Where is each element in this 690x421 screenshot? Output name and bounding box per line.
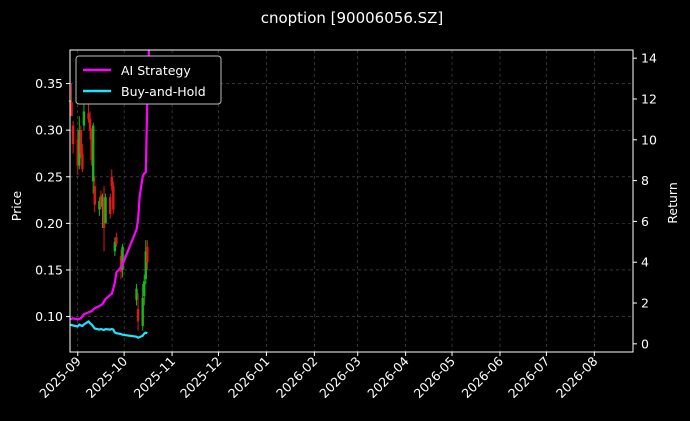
candle-body: [90, 130, 93, 160]
candle-body: [113, 242, 117, 252]
legend: AI Strategy Buy-and-Hold: [75, 55, 222, 105]
y-right-tick-label: 6: [641, 214, 649, 229]
legend-label-buy-and-hold: Buy-and-Hold: [121, 84, 206, 99]
y-left-tick-label: 0.30: [35, 123, 63, 138]
series-line-buy-and-hold: [70, 320, 148, 339]
candle-body: [136, 309, 140, 322]
candle-body: [101, 197, 104, 207]
y-right-tick-label: 2: [641, 296, 649, 311]
candle-body: [143, 281, 146, 297]
candle-body: [99, 195, 103, 207]
candle-body: [98, 201, 101, 210]
legend-label-ai-strategy: AI Strategy: [121, 63, 191, 78]
y-axis-right-label: Return: [665, 182, 680, 223]
candle-body: [87, 113, 90, 119]
candle-body: [78, 130, 81, 166]
candle-body: [79, 130, 83, 154]
y-left-tick-label: 0.20: [35, 216, 63, 231]
chart-title: cnoption [90006056.SZ]: [261, 9, 444, 27]
y-right-tick-label: 0: [641, 336, 649, 351]
y-axis-left-label: Price: [9, 190, 24, 221]
y-left-tick-label: 0.35: [35, 76, 63, 91]
y-right-tick-label: 4: [641, 255, 649, 270]
legend-box: [75, 55, 222, 105]
candle-body: [119, 255, 123, 272]
y-left-tick-label: 0.15: [35, 262, 63, 277]
grid: [70, 50, 633, 352]
candle-body: [92, 125, 95, 182]
y-axis-left-ticks: 0.10 0.15 0.20 0.25 0.30 0.35: [35, 76, 70, 324]
candle-body: [110, 176, 113, 187]
candle-body: [70, 102, 73, 117]
candlesticks: [68, 83, 149, 331]
y-right-tick-label: 14: [641, 51, 657, 66]
plot-frame: [69, 49, 634, 353]
candle-body: [112, 186, 115, 210]
candle-body: [102, 197, 106, 229]
candle-body: [146, 246, 149, 263]
candle-body: [109, 197, 112, 215]
candle-body: [82, 111, 86, 126]
y-left-tick-label: 0.10: [35, 309, 63, 324]
y-axis-right-ticks: 0 2 4 6 8 10 12 14: [633, 51, 657, 351]
candle-body: [93, 186, 96, 205]
candle-body: [76, 139, 79, 166]
candle-body: [121, 246, 124, 270]
return-lines: [70, 50, 150, 339]
y-right-tick-label: 12: [641, 91, 657, 106]
candle-body: [88, 118, 92, 131]
y-right-tick-label: 8: [641, 173, 649, 188]
candle-body: [71, 125, 75, 145]
y-left-tick-label: 0.25: [35, 169, 63, 184]
candle-body: [104, 197, 107, 224]
candle-body: [144, 251, 147, 280]
candle-body: [81, 153, 84, 170]
candle-body: [135, 288, 138, 300]
candle-body: [141, 297, 144, 326]
series-line-ai-strategy: [70, 50, 150, 321]
y-right-tick-label: 10: [641, 132, 657, 147]
candle-body: [115, 237, 118, 244]
